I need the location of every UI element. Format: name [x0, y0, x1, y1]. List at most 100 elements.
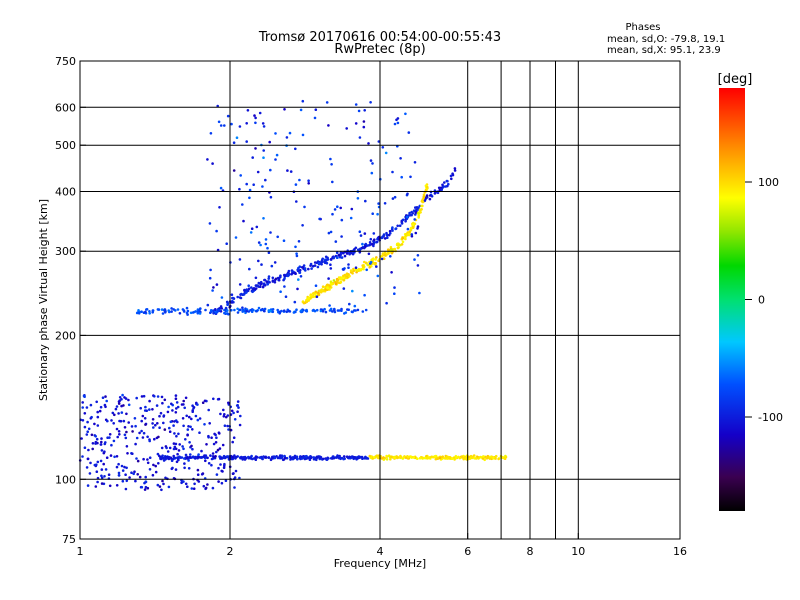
- data-point: [214, 455, 217, 458]
- data-point: [374, 258, 377, 261]
- data-point: [342, 287, 346, 290]
- data-point: [396, 121, 400, 125]
- data-point: [362, 267, 365, 271]
- data-point: [182, 310, 186, 313]
- data-point: [271, 280, 275, 283]
- data-point: [137, 309, 140, 312]
- data-point: [95, 400, 98, 404]
- data-point: [212, 286, 215, 289]
- data-point: [416, 264, 420, 267]
- data-point: [206, 456, 209, 460]
- data-point: [145, 308, 149, 311]
- data-point: [374, 263, 377, 266]
- x-tick-label: 1: [77, 545, 84, 558]
- data-point: [353, 247, 356, 251]
- data-point: [428, 194, 432, 197]
- data-point: [167, 309, 170, 312]
- data-point: [263, 307, 267, 311]
- data-point: [321, 285, 325, 289]
- data-point: [191, 447, 194, 451]
- data-point: [257, 259, 260, 263]
- data-point: [422, 193, 426, 197]
- data-point: [296, 457, 299, 461]
- data-point: [127, 398, 130, 402]
- data-point: [162, 459, 166, 462]
- data-point: [460, 455, 464, 458]
- data-point: [217, 466, 220, 470]
- data-point: [178, 312, 182, 315]
- data-point: [399, 157, 402, 160]
- data-point: [299, 108, 303, 112]
- data-point: [231, 440, 234, 444]
- data-point: [327, 277, 330, 280]
- data-point: [152, 426, 155, 429]
- data-point: [171, 409, 174, 412]
- data-point: [347, 266, 350, 270]
- data-point: [154, 470, 158, 474]
- data-point: [328, 304, 331, 307]
- data-point: [200, 449, 203, 453]
- data-point: [414, 231, 418, 235]
- data-point: [146, 461, 150, 465]
- data-point: [184, 482, 188, 486]
- data-point: [233, 476, 237, 479]
- data-point: [125, 412, 128, 416]
- data-point: [144, 423, 147, 426]
- data-point: [436, 457, 439, 461]
- data-point: [87, 427, 91, 431]
- data-point: [450, 177, 453, 181]
- data-point: [273, 280, 277, 284]
- data-point: [365, 268, 369, 272]
- data-point: [390, 455, 393, 459]
- data-point: [143, 481, 146, 485]
- data-point: [300, 457, 304, 460]
- data-point: [420, 204, 423, 208]
- data-point: [348, 252, 351, 256]
- data-point: [501, 456, 504, 459]
- data-point: [411, 226, 415, 229]
- data-point: [115, 427, 119, 431]
- data-point: [234, 469, 238, 473]
- data-point: [342, 455, 346, 458]
- data-point: [423, 199, 427, 202]
- data-point: [369, 237, 373, 241]
- data-point: [385, 301, 388, 305]
- data-point: [99, 459, 103, 463]
- data-point: [159, 411, 163, 415]
- data-point: [358, 456, 362, 459]
- data-point: [239, 456, 243, 460]
- data-point: [83, 395, 86, 399]
- data-point: [366, 244, 369, 247]
- data-point: [246, 109, 250, 112]
- data-point: [215, 310, 219, 314]
- data-point: [170, 402, 173, 406]
- data-point: [214, 433, 217, 437]
- data-point: [276, 308, 280, 312]
- data-point: [438, 456, 442, 460]
- data-point: [361, 310, 365, 313]
- data-point: [83, 425, 87, 429]
- data-point: [412, 456, 416, 459]
- data-point: [351, 252, 355, 256]
- data-point: [160, 308, 164, 311]
- data-point: [89, 403, 93, 407]
- data-point: [303, 267, 307, 270]
- data-point: [380, 457, 384, 460]
- data-point: [398, 224, 402, 227]
- data-point: [254, 121, 257, 125]
- data-point: [220, 481, 224, 485]
- data-point: [329, 280, 333, 284]
- data-point: [137, 312, 141, 315]
- data-point: [324, 310, 328, 314]
- data-point: [185, 306, 189, 310]
- data-point: [315, 295, 319, 299]
- data-point: [307, 179, 310, 182]
- data-point: [368, 454, 372, 458]
- data-point: [245, 140, 248, 143]
- data-point: [482, 455, 485, 458]
- data-point: [185, 414, 188, 418]
- data-point: [138, 475, 142, 479]
- data-point: [433, 192, 437, 195]
- data-point: [340, 235, 343, 238]
- data-point: [250, 227, 254, 230]
